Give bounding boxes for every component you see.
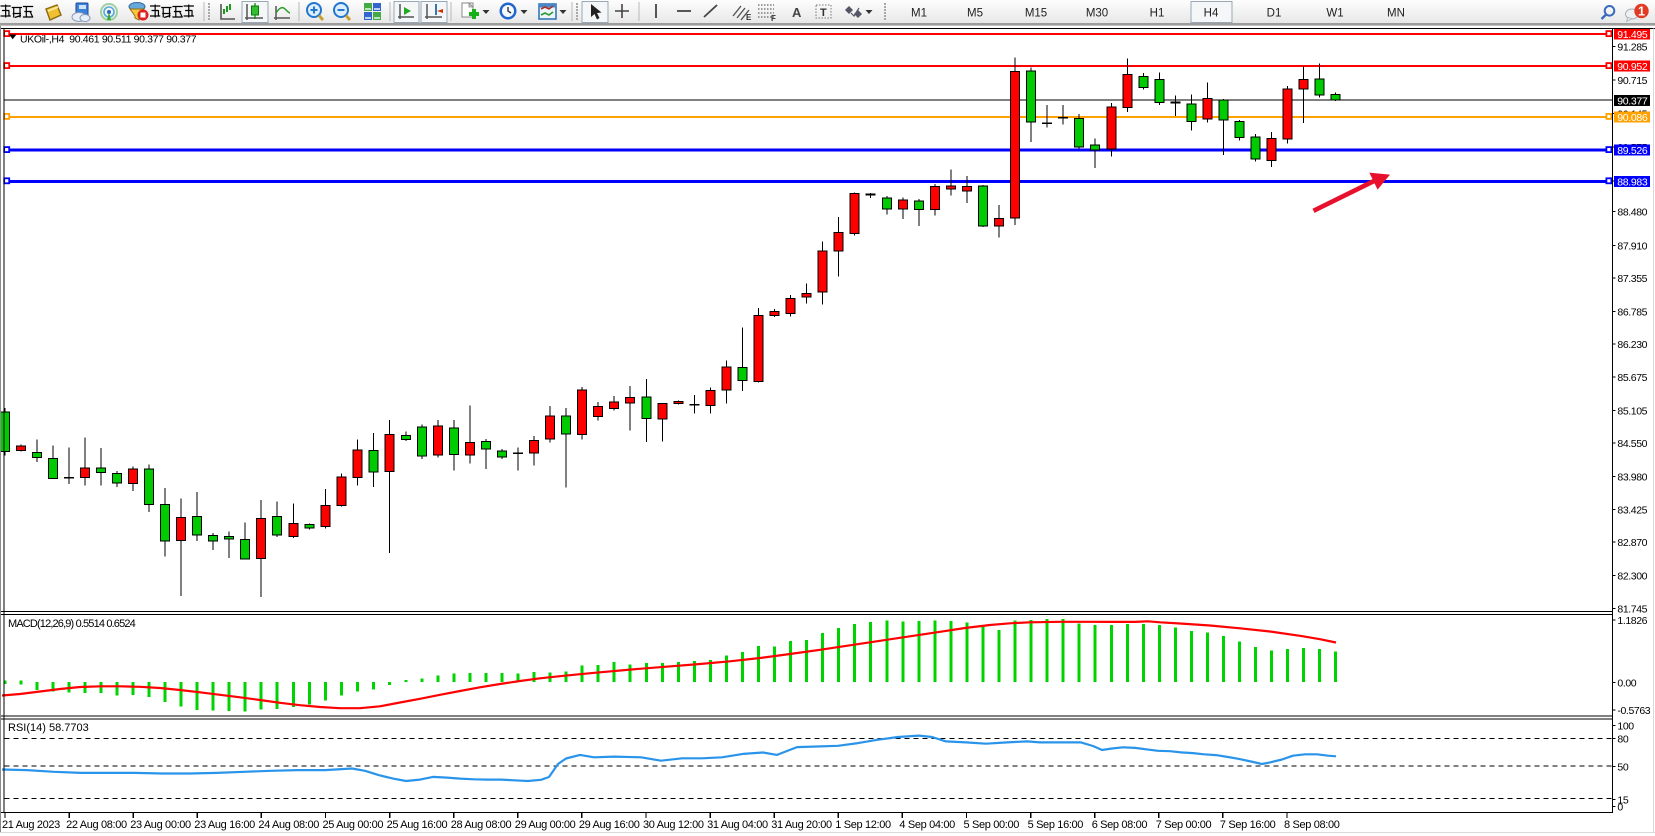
svg-text:85.675: 85.675	[1617, 372, 1647, 384]
svg-text:E: E	[746, 13, 752, 22]
svg-text:23 Aug 16:00: 23 Aug 16:00	[194, 819, 255, 831]
svg-text:84.550: 84.550	[1617, 438, 1647, 450]
svg-text:82.870: 82.870	[1617, 537, 1647, 549]
svg-text:0: 0	[1617, 802, 1623, 814]
svg-text:21 Aug 2023: 21 Aug 2023	[2, 819, 60, 831]
svg-text:82.300: 82.300	[1617, 571, 1647, 583]
svg-text:MACD(12,26,9) 0.5514 0.6524: MACD(12,26,9) 0.5514 0.6524	[8, 618, 136, 630]
svg-text:M30: M30	[1086, 8, 1108, 20]
svg-text:50: 50	[1617, 761, 1628, 773]
svg-text:5 Sep 00:00: 5 Sep 00:00	[964, 819, 1020, 831]
svg-text:D1: D1	[1267, 8, 1282, 20]
svg-text:31 Aug 04:00: 31 Aug 04:00	[707, 819, 768, 831]
svg-text:80: 80	[1617, 734, 1628, 746]
svg-text:25 Aug 16:00: 25 Aug 16:00	[387, 819, 448, 831]
svg-text:6 Sep 08:00: 6 Sep 08:00	[1092, 819, 1148, 831]
svg-text:M1: M1	[911, 8, 927, 20]
svg-text:91.285: 91.285	[1617, 42, 1647, 54]
svg-text:29 Aug 00:00: 29 Aug 00:00	[515, 819, 576, 831]
svg-text:81.745: 81.745	[1617, 603, 1647, 615]
svg-text:8 Sep 08:00: 8 Sep 08:00	[1284, 819, 1340, 831]
svg-text:83.425: 83.425	[1617, 504, 1647, 516]
svg-text:1 Sep 12:00: 1 Sep 12:00	[835, 819, 891, 831]
svg-text:23 Aug 00:00: 23 Aug 00:00	[130, 819, 191, 831]
svg-text:5 Sep 16:00: 5 Sep 16:00	[1028, 819, 1084, 831]
svg-text:15: 15	[1617, 795, 1628, 807]
svg-text:86.785: 86.785	[1617, 307, 1647, 319]
svg-text:90.715: 90.715	[1617, 75, 1647, 87]
svg-text:1: 1	[1638, 4, 1645, 18]
svg-text:90.086: 90.086	[1617, 112, 1648, 124]
svg-text:M15: M15	[1025, 8, 1047, 20]
svg-text:T: T	[820, 7, 827, 19]
svg-text:88.480: 88.480	[1617, 207, 1647, 219]
svg-text:UKOil-,H4 90.461 90.511 90.37: UKOil-,H4 90.461 90.511 90.377 90.377	[20, 34, 197, 46]
svg-text:89.526: 89.526	[1617, 145, 1648, 157]
svg-text:RSI(14) 58.7703: RSI(14) 58.7703	[8, 722, 89, 734]
svg-text:31 Aug 20:00: 31 Aug 20:00	[771, 819, 832, 831]
svg-text:M5: M5	[967, 8, 983, 20]
svg-text:22 Aug 08:00: 22 Aug 08:00	[66, 819, 127, 831]
svg-text:F: F	[771, 14, 776, 23]
svg-text:4 Sep 04:00: 4 Sep 04:00	[899, 819, 955, 831]
svg-text:91.495: 91.495	[1617, 29, 1648, 41]
svg-text:7 Sep 16:00: 7 Sep 16:00	[1220, 819, 1276, 831]
svg-text:0.00: 0.00	[1617, 678, 1636, 690]
svg-text:30 Aug 12:00: 30 Aug 12:00	[643, 819, 704, 831]
svg-text:24 Aug 08:00: 24 Aug 08:00	[258, 819, 319, 831]
svg-text:90.952: 90.952	[1617, 61, 1648, 73]
svg-text:85.105: 85.105	[1617, 406, 1647, 418]
svg-text:H1: H1	[1150, 8, 1165, 20]
svg-text:W1: W1	[1326, 8, 1343, 20]
svg-text:29 Aug 16:00: 29 Aug 16:00	[579, 819, 640, 831]
svg-text:-0.5763: -0.5763	[1617, 705, 1650, 717]
svg-text:H4: H4	[1204, 8, 1219, 20]
svg-text:28 Aug 08:00: 28 Aug 08:00	[451, 819, 512, 831]
svg-text:87.910: 87.910	[1617, 240, 1647, 252]
svg-text:A: A	[792, 5, 802, 20]
svg-text:1.1826: 1.1826	[1617, 615, 1647, 627]
svg-text:90.377: 90.377	[1617, 95, 1648, 107]
svg-text:86.230: 86.230	[1617, 339, 1647, 351]
svg-text:88.983: 88.983	[1617, 176, 1648, 188]
svg-text:100: 100	[1617, 721, 1634, 733]
svg-text:7 Sep 00:00: 7 Sep 00:00	[1156, 819, 1212, 831]
svg-text:MN: MN	[1387, 8, 1405, 20]
svg-text:25 Aug 00:00: 25 Aug 00:00	[323, 819, 384, 831]
svg-text:83.980: 83.980	[1617, 472, 1647, 484]
svg-text:87.355: 87.355	[1617, 273, 1647, 285]
